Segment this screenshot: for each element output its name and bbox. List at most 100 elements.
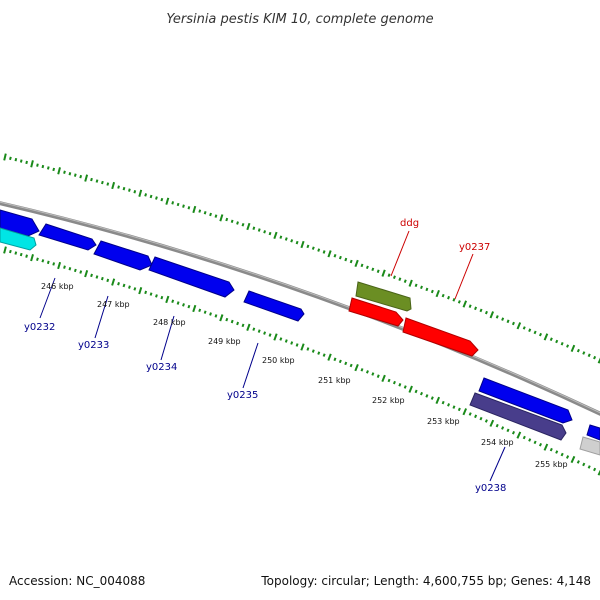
minor-tick bbox=[295, 343, 299, 347]
minor-tick bbox=[19, 159, 23, 163]
genome-backbone-highlight bbox=[0, 201, 600, 414]
minor-tick bbox=[425, 394, 429, 398]
major-tick bbox=[516, 322, 522, 330]
major-tick bbox=[489, 419, 495, 427]
minor-tick bbox=[555, 450, 559, 454]
minor-tick bbox=[279, 337, 283, 341]
gene-y0232[interactable] bbox=[38, 223, 97, 251]
major-tick bbox=[273, 231, 278, 240]
minor-tick bbox=[457, 407, 461, 412]
major-tick bbox=[57, 167, 61, 175]
minor-tick bbox=[25, 160, 28, 165]
gene-gray[interactable] bbox=[579, 436, 600, 456]
label-leaders bbox=[39, 230, 506, 482]
minus-strand-genes bbox=[0, 209, 600, 456]
minor-tick bbox=[9, 249, 12, 254]
minor-tick bbox=[306, 244, 310, 249]
inner-tick-track bbox=[3, 246, 600, 476]
minor-tick bbox=[447, 403, 451, 407]
minor-tick bbox=[230, 219, 234, 224]
gene-y0237[interactable] bbox=[402, 317, 479, 357]
minor-tick bbox=[441, 400, 445, 405]
gene-label-y0234[interactable]: y0234 bbox=[146, 362, 177, 373]
minor-tick bbox=[587, 353, 591, 358]
gene-label-y0233[interactable]: y0233 bbox=[78, 340, 109, 351]
major-tick bbox=[219, 314, 224, 322]
gene-y0235[interactable] bbox=[243, 290, 305, 322]
minor-tick bbox=[349, 363, 353, 368]
major-tick bbox=[408, 385, 413, 393]
gene-label-y0237[interactable]: y0237 bbox=[459, 242, 490, 253]
minor-tick bbox=[209, 212, 212, 217]
minor-tick bbox=[560, 342, 564, 346]
gene-plus-blue-right[interactable] bbox=[586, 424, 600, 441]
minor-tick bbox=[582, 462, 586, 467]
kbp-label: 253 kbp bbox=[427, 417, 460, 426]
minor-tick bbox=[311, 349, 315, 353]
minor-tick bbox=[414, 389, 418, 394]
gene-slate[interactable] bbox=[469, 392, 567, 441]
major-tick bbox=[327, 250, 332, 258]
outer-tick-track bbox=[3, 153, 600, 364]
minor-tick bbox=[501, 317, 505, 321]
minor-tick bbox=[387, 378, 391, 383]
minor-tick bbox=[144, 290, 148, 295]
minor-tick bbox=[198, 308, 202, 313]
minor-tick bbox=[263, 331, 267, 335]
minor-tick bbox=[506, 319, 510, 324]
gene-label-y0235[interactable]: y0235 bbox=[227, 390, 258, 401]
minor-tick bbox=[284, 339, 288, 343]
major-tick bbox=[111, 278, 116, 286]
minor-tick bbox=[528, 328, 532, 332]
gene-red-small[interactable] bbox=[348, 297, 404, 327]
gene-y0234[interactable] bbox=[148, 256, 235, 298]
major-tick bbox=[3, 246, 7, 254]
major-tick bbox=[435, 289, 440, 298]
minor-tick bbox=[171, 201, 175, 205]
gene-label-ddg[interactable]: ddg bbox=[400, 218, 419, 229]
minor-tick bbox=[317, 248, 321, 252]
gene-labels: ddg y0237 y0232 y0233 y0234 y0235 y0238 bbox=[24, 218, 506, 494]
minor-tick bbox=[322, 250, 326, 254]
minor-tick bbox=[430, 289, 434, 294]
minor-tick bbox=[122, 186, 126, 191]
minor-tick bbox=[457, 300, 461, 304]
minor-tick bbox=[68, 172, 72, 176]
gene-label-y0238[interactable]: y0238 bbox=[475, 483, 506, 494]
minor-tick bbox=[176, 202, 180, 207]
minor-tick bbox=[257, 228, 261, 232]
minor-tick bbox=[279, 235, 283, 239]
minor-tick bbox=[90, 273, 93, 278]
minor-tick bbox=[236, 221, 239, 225]
gene-y0233[interactable] bbox=[93, 240, 153, 271]
minor-tick bbox=[495, 423, 499, 428]
minor-tick bbox=[52, 262, 56, 266]
minor-tick bbox=[63, 170, 66, 174]
minor-tick bbox=[100, 276, 104, 281]
minor-tick bbox=[155, 196, 158, 200]
minor-tick bbox=[122, 283, 126, 288]
minor-tick bbox=[182, 204, 185, 208]
major-tick bbox=[219, 214, 224, 222]
minor-tick bbox=[522, 326, 526, 330]
minor-tick bbox=[403, 279, 407, 283]
minor-tick bbox=[284, 237, 288, 241]
map-title: Yersinia pestis KIM 10, complete genome bbox=[166, 12, 433, 27]
gene-blue-leftmost[interactable] bbox=[0, 209, 40, 237]
minor-tick bbox=[533, 440, 537, 445]
major-tick bbox=[516, 431, 522, 439]
minor-tick bbox=[549, 447, 553, 452]
major-tick bbox=[3, 153, 7, 161]
minor-tick bbox=[365, 265, 369, 270]
minor-tick bbox=[14, 251, 18, 255]
gene-y0238[interactable] bbox=[478, 377, 573, 424]
major-tick bbox=[30, 254, 34, 262]
minor-tick bbox=[106, 182, 110, 186]
minor-tick bbox=[474, 306, 478, 311]
gene-ddg[interactable] bbox=[355, 281, 412, 312]
gene-label-y0232[interactable]: y0232 bbox=[24, 322, 55, 333]
minor-tick bbox=[566, 344, 570, 348]
minor-tick bbox=[376, 269, 380, 274]
minor-tick bbox=[311, 246, 315, 250]
gene-cyan[interactable] bbox=[0, 227, 37, 251]
